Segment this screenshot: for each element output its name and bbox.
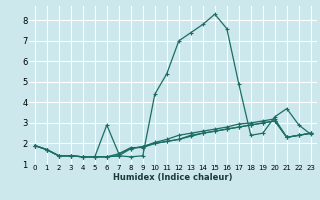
X-axis label: Humidex (Indice chaleur): Humidex (Indice chaleur): [113, 173, 233, 182]
